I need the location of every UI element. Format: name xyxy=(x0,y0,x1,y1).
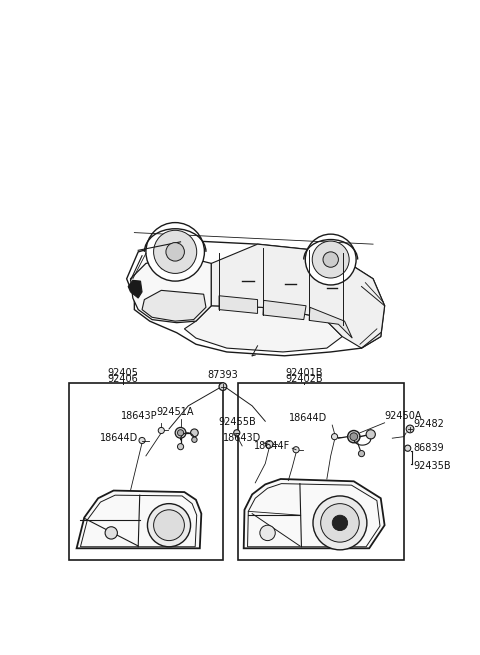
Circle shape xyxy=(175,428,186,438)
Polygon shape xyxy=(131,255,211,323)
Text: 92451A: 92451A xyxy=(156,407,193,417)
Text: 92435B: 92435B xyxy=(414,461,452,471)
Text: 86839: 86839 xyxy=(414,443,444,453)
Polygon shape xyxy=(161,259,184,269)
Circle shape xyxy=(366,430,375,439)
Text: 92402B: 92402B xyxy=(285,374,323,384)
Polygon shape xyxy=(184,306,342,352)
Text: 18643P: 18643P xyxy=(121,411,157,421)
Polygon shape xyxy=(244,479,384,548)
Polygon shape xyxy=(127,240,384,356)
Circle shape xyxy=(323,252,338,267)
Polygon shape xyxy=(219,296,258,314)
Polygon shape xyxy=(77,491,201,548)
Circle shape xyxy=(321,504,359,542)
Circle shape xyxy=(332,515,348,531)
Circle shape xyxy=(405,445,411,451)
Polygon shape xyxy=(128,280,142,298)
Circle shape xyxy=(234,430,240,436)
Circle shape xyxy=(166,242,184,261)
Text: 18644D: 18644D xyxy=(288,413,327,422)
Circle shape xyxy=(265,441,273,448)
Text: 92455B: 92455B xyxy=(218,417,256,426)
Circle shape xyxy=(192,437,197,442)
Circle shape xyxy=(359,451,365,457)
Circle shape xyxy=(332,434,337,440)
Circle shape xyxy=(406,425,414,433)
Circle shape xyxy=(154,510,184,540)
Text: 92406: 92406 xyxy=(108,374,138,384)
Circle shape xyxy=(178,443,184,450)
Circle shape xyxy=(178,430,184,436)
Circle shape xyxy=(191,429,198,437)
Circle shape xyxy=(154,231,197,273)
Circle shape xyxy=(146,223,204,281)
Circle shape xyxy=(219,383,227,390)
Text: 92401B: 92401B xyxy=(285,368,323,378)
Circle shape xyxy=(350,433,358,441)
Polygon shape xyxy=(142,290,206,321)
Bar xyxy=(238,383,404,560)
Polygon shape xyxy=(211,244,384,348)
Text: 18644F: 18644F xyxy=(254,441,291,451)
Polygon shape xyxy=(309,307,352,338)
Circle shape xyxy=(348,430,360,443)
Circle shape xyxy=(158,428,164,434)
Circle shape xyxy=(293,447,299,453)
Polygon shape xyxy=(263,301,306,320)
Text: 18644D: 18644D xyxy=(100,433,138,443)
Circle shape xyxy=(305,234,356,285)
Text: 92450A: 92450A xyxy=(384,411,422,421)
Text: 92405: 92405 xyxy=(108,368,138,378)
Circle shape xyxy=(139,438,145,443)
Circle shape xyxy=(313,496,367,550)
Circle shape xyxy=(260,525,275,540)
Text: 92482: 92482 xyxy=(414,419,445,428)
Text: 87393: 87393 xyxy=(207,371,238,381)
Bar xyxy=(69,383,223,560)
Circle shape xyxy=(147,504,191,547)
Text: 18643D: 18643D xyxy=(223,433,262,443)
Circle shape xyxy=(312,241,349,278)
Circle shape xyxy=(105,527,118,539)
